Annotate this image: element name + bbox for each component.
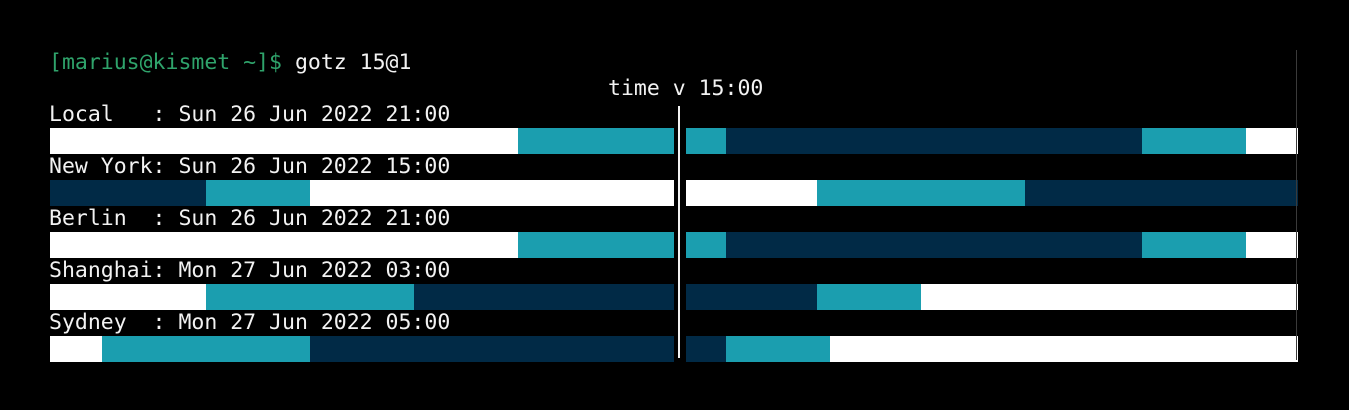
timezone-label: Shanghai: Mon 27 Jun 2022 03:00	[49, 258, 451, 283]
night-segment	[1025, 180, 1298, 206]
twilight-segment	[817, 284, 921, 310]
time-cursor	[678, 106, 680, 358]
hour-gap	[674, 128, 686, 154]
hour-gap	[674, 336, 686, 362]
day-segment	[50, 128, 518, 154]
hour-gap	[674, 232, 686, 258]
night-segment	[414, 284, 674, 310]
night-segment	[50, 180, 206, 206]
night-segment	[726, 232, 1142, 258]
day-segment	[921, 284, 1298, 310]
day-segment	[50, 284, 206, 310]
timezone-day-bar	[50, 128, 1298, 154]
twilight-segment	[518, 128, 674, 154]
day-segment	[1246, 128, 1298, 154]
day-segment	[1246, 232, 1298, 258]
twilight-segment	[1142, 128, 1246, 154]
timezone-day-bar	[50, 336, 1298, 362]
twilight-segment	[817, 180, 1025, 206]
hour-gap	[674, 180, 686, 206]
timezone-day-bar	[50, 180, 1298, 206]
twilight-segment	[102, 336, 310, 362]
command-text: gotz 15@1	[294, 50, 412, 75]
shell-prompt: [marius@kismet ~]$	[49, 50, 282, 75]
twilight-segment	[206, 284, 414, 310]
twilight-segment	[1142, 232, 1246, 258]
day-segment	[50, 336, 102, 362]
time-header: time v 15:00	[608, 76, 764, 101]
timezone-day-bar	[50, 284, 1298, 310]
twilight-segment	[206, 180, 310, 206]
prompt-line: [marius@kismet ~]$ gotz 15@1	[49, 50, 411, 76]
timezone-label: Sydney : Mon 27 Jun 2022 05:00	[49, 310, 451, 335]
twilight-segment	[726, 336, 830, 362]
terminal-edge	[1296, 50, 1297, 360]
hour-gap	[674, 284, 686, 310]
day-segment	[310, 180, 674, 206]
day-segment	[674, 180, 817, 206]
night-segment	[674, 284, 817, 310]
twilight-segment	[518, 232, 674, 258]
timezone-label: Berlin : Sun 26 Jun 2022 21:00	[49, 206, 451, 231]
night-segment	[726, 128, 1142, 154]
timezone-day-bar	[50, 232, 1298, 258]
day-segment	[830, 336, 1298, 362]
timezone-label: New York: Sun 26 Jun 2022 15:00	[49, 154, 451, 179]
day-segment	[50, 232, 518, 258]
night-segment	[310, 336, 674, 362]
timezone-label: Local : Sun 26 Jun 2022 21:00	[49, 102, 451, 127]
